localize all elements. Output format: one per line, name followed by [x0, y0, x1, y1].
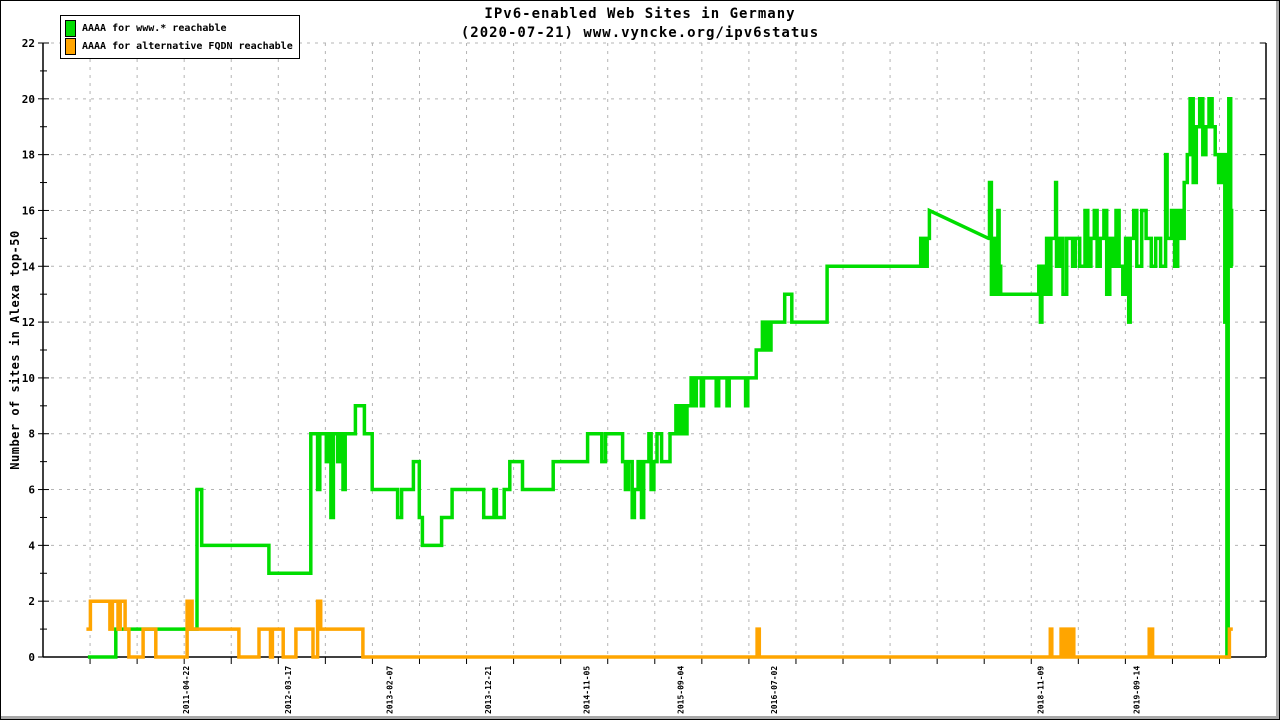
- y-tick-label: 2: [28, 595, 35, 608]
- chart-title: IPv6-enabled Web Sites in Germany: [484, 6, 796, 22]
- x-tick-label: 2013-12-21: [484, 666, 493, 714]
- y-tick-label: 0: [28, 651, 35, 664]
- legend-swatch-orange: [65, 37, 76, 55]
- x-tick-label: 2019-09-14: [1132, 666, 1141, 714]
- x-tick-label: 2011-04-22: [182, 666, 191, 714]
- x-tick-label: 2013-02-07: [386, 666, 395, 714]
- y-tick-label: 20: [22, 93, 35, 106]
- x-tick-label: 2015-09-04: [677, 666, 686, 714]
- x-tick-label: 2012-03-17: [284, 666, 293, 714]
- series-line-fqdn: [86, 599, 1233, 659]
- x-tick-label: 2018-11-09: [1037, 666, 1046, 714]
- legend-label-www: AAAA for www.* reachable: [82, 22, 227, 34]
- legend: AAAA for www.* reachable AAAA for altern…: [60, 15, 300, 59]
- legend-label-fqdn: AAAA for alternative FQDN reachable: [82, 40, 293, 52]
- y-tick-label: 12: [22, 316, 35, 329]
- y-tick-label: 16: [22, 204, 36, 217]
- legend-swatch-green: [65, 19, 76, 37]
- y-tick-label: 8: [28, 428, 35, 441]
- y-tick-label: 10: [22, 372, 35, 385]
- y-tick-label: 6: [28, 484, 35, 497]
- y-tick-label: 22: [22, 37, 35, 50]
- y-tick-label: 4: [28, 539, 35, 552]
- y-tick-label: 18: [22, 149, 35, 162]
- legend-item-fqdn: AAAA for alternative FQDN reachable: [65, 37, 293, 55]
- chart-subtitle: (2020-07-21) www.vyncke.org/ipv6status: [460, 25, 820, 41]
- x-tick-label: 2014-11-05: [583, 666, 592, 714]
- series-line-www: [87, 97, 1234, 659]
- y-tick-label: 14: [22, 260, 36, 273]
- x-tick-label: 2016-07-02: [770, 666, 779, 714]
- legend-item-www: AAAA for www.* reachable: [65, 19, 293, 37]
